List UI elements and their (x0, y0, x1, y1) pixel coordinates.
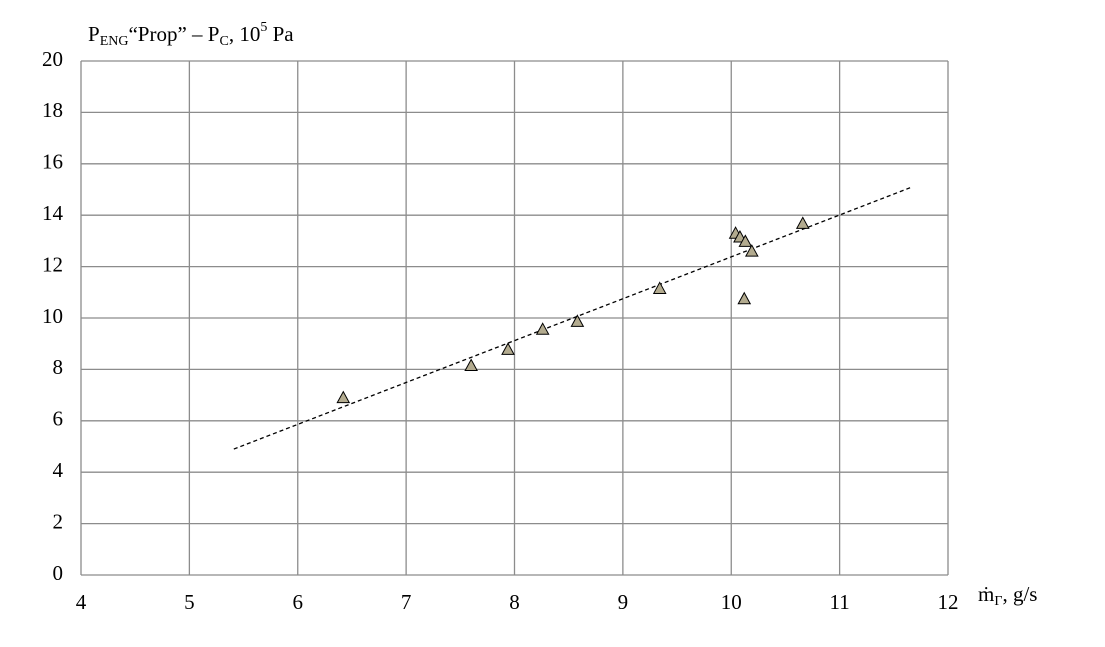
data-point (795, 216, 810, 229)
x-tick-label: 6 (293, 590, 304, 614)
x-label-part: ṁ (978, 582, 994, 606)
x-tick-label: 5 (184, 590, 195, 614)
y-label-part: P (88, 22, 100, 46)
data-point (744, 244, 759, 257)
data-point (652, 281, 667, 294)
y-tick-label: 4 (53, 458, 64, 482)
y-tick-label: 8 (53, 355, 64, 379)
y-label-part: Pa (267, 22, 294, 46)
x-tick-label: 12 (938, 590, 959, 614)
x-tick-label: 8 (509, 590, 520, 614)
y-tick-label: 10 (42, 304, 63, 328)
y-tick-label: 14 (42, 201, 64, 225)
data-point (535, 322, 550, 335)
x-tick-label: 10 (721, 590, 742, 614)
y-tick-label: 6 (53, 407, 64, 431)
x-label-part: , g/s (1002, 582, 1037, 606)
y-label-sub: C (219, 34, 228, 49)
x-tick-label: 11 (830, 590, 850, 614)
x-tick-label: 4 (76, 590, 87, 614)
y-tick-label: 16 (42, 150, 63, 174)
data-point (336, 390, 351, 404)
y-tick-label: 2 (53, 509, 64, 533)
data-point (464, 358, 478, 372)
data-point (737, 291, 752, 305)
y-label-part: “Prop” – P (128, 22, 219, 46)
y-tick-label: 18 (42, 98, 63, 122)
data-point (570, 314, 585, 327)
x-tick-label: 9 (618, 590, 629, 614)
trend-line (233, 186, 913, 450)
y-tick-label: 12 (42, 252, 63, 276)
y-label-sup: 5 (260, 20, 267, 35)
y-label-sub: ENG (100, 34, 129, 49)
data-point (738, 234, 753, 247)
x-axis-label: ṁΓ, g/s (978, 582, 1037, 609)
y-tick-label: 20 (42, 47, 63, 71)
y-label-part: , 10 (229, 22, 261, 46)
x-tick-label: 7 (401, 590, 412, 614)
x-label-sub: Γ (994, 594, 1002, 609)
data-point (501, 342, 515, 355)
y-axis-label: PENG“Prop” – PC, 105 Pa (88, 20, 294, 49)
y-tick-label: 0 (53, 561, 64, 585)
